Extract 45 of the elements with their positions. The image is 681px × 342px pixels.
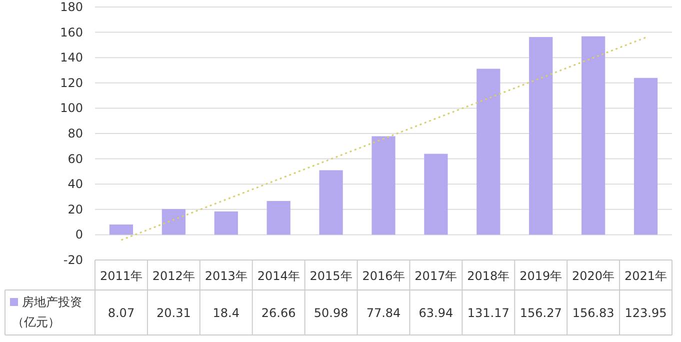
bar [529,37,553,235]
bar [634,78,658,235]
data-label: 26.66 [261,306,296,320]
bar [319,170,343,235]
data-label: 8.07 [108,306,135,320]
y-tick-label: 100 [60,101,83,116]
y-tick-label: -20 [63,253,83,267]
bar [582,36,606,235]
y-tick-label: 180 [60,0,83,14]
x-tick-label: 2013年 [204,269,248,283]
x-tick-label: 2018年 [467,269,510,283]
legend-label: 房地产投资（亿元） [12,295,82,329]
y-tick-label: 160 [60,25,83,40]
data-label: 123.95 [624,306,667,320]
y-tick-label: 120 [60,76,83,90]
y-tick-label: 60 [68,152,83,166]
data-label: 63.94 [418,306,454,320]
y-tick-label: 0 [75,228,83,242]
x-tick-label: 2015年 [310,269,352,283]
x-tick-label: 2019年 [520,269,562,283]
data-label: 156.83 [572,306,614,320]
bar [476,68,500,235]
x-tick-label: 2016年 [362,269,405,283]
data-label: 18.4 [212,306,240,320]
data-label: 156.27 [520,306,562,320]
bar [266,200,290,235]
bar [109,224,134,235]
x-tick-label: 2017年 [414,269,458,283]
bar [424,154,448,235]
bar [214,211,238,235]
y-tick-label: 140 [60,50,83,65]
bar [162,209,186,235]
bar [372,136,396,235]
y-tick-label: 20 [68,202,83,216]
data-label: 20.31 [156,306,191,320]
x-tick-label: 2021年 [624,269,668,283]
y-tick-label: 80 [68,126,83,140]
x-tick-label: 2012年 [152,269,195,283]
x-tick-label: 2011年 [100,269,142,283]
data-label: 77.84 [366,306,401,320]
y-tick-label: 40 [68,177,83,192]
x-tick-label: 2014年 [257,269,300,283]
x-tick-label: 2020年 [572,269,615,283]
data-label: 131.17 [467,306,510,320]
data-label: 50.98 [314,306,348,320]
